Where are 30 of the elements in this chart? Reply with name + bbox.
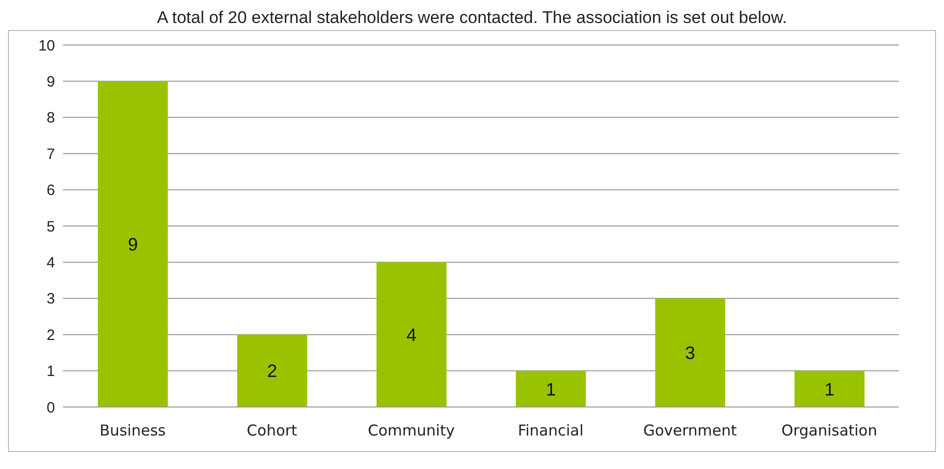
chart-title: A total of 20 external stakeholders were contacted. The association is set out below.: [156, 8, 788, 28]
data-label: 1: [824, 379, 835, 400]
data-label: 9: [128, 234, 138, 254]
y-tick-label: 0: [46, 399, 55, 416]
y-tick-label: 3: [46, 290, 55, 308]
data-label: 1: [546, 379, 556, 400]
bar: [516, 370, 586, 407]
data-label: 4: [406, 324, 417, 345]
data-label: 3: [685, 343, 696, 364]
y-tick-label: 10: [38, 37, 55, 54]
x-tick-label: Financial: [518, 422, 584, 440]
data-label: 2: [267, 361, 278, 382]
bar: [237, 334, 308, 407]
bar: [376, 262, 446, 407]
x-tick-label: Cohort: [246, 422, 298, 440]
x-tick-label: Organisation: [781, 422, 878, 440]
y-tick-label: 4: [46, 254, 55, 272]
y-tick-label: 5: [46, 218, 55, 236]
y-tick-label: 6: [46, 182, 55, 200]
y-tick-label: 2: [46, 326, 55, 344]
x-tick-label: Business: [100, 422, 166, 440]
y-tick-label: 7: [46, 146, 55, 163]
bar: [98, 81, 168, 407]
bar: [794, 370, 864, 407]
y-tick-label: 8: [46, 110, 55, 127]
y-tick-label: 9: [46, 74, 55, 91]
y-tick-label: 1: [46, 363, 55, 380]
x-tick-label: Government: [643, 422, 737, 440]
bar: [655, 298, 726, 407]
x-tick-label: Community: [368, 422, 455, 440]
